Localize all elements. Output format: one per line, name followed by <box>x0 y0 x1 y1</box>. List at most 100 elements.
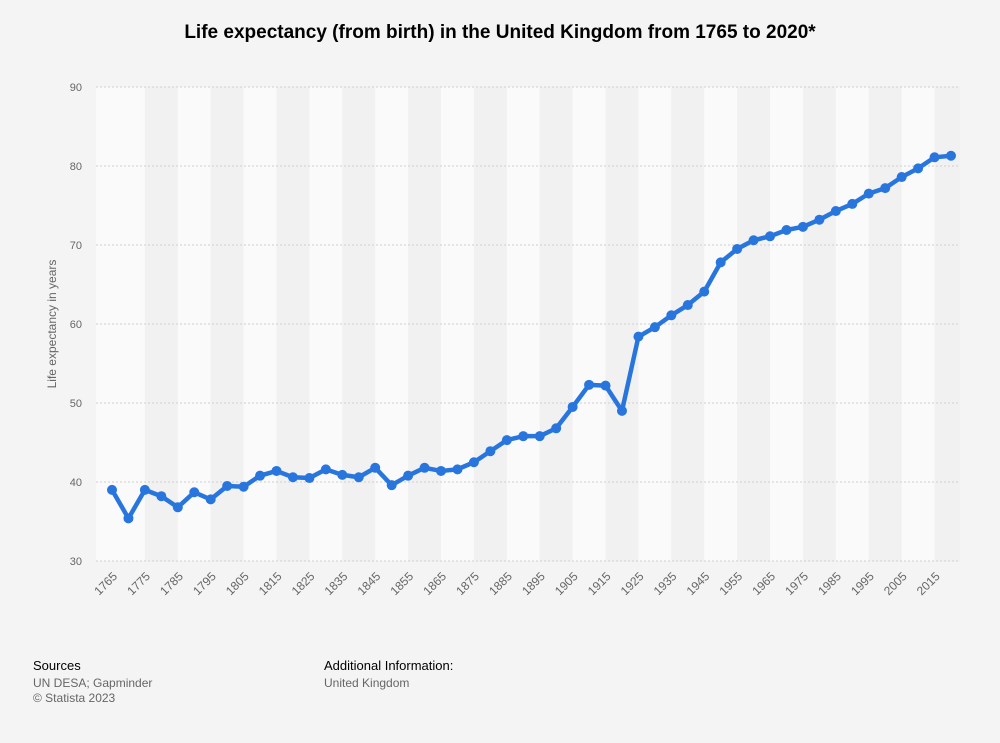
data-point <box>534 431 545 442</box>
data-point <box>929 152 940 163</box>
x-tick-label: 1795 <box>190 569 219 598</box>
data-point <box>139 484 150 495</box>
x-tick-label: 1875 <box>453 569 482 598</box>
data-point <box>436 465 447 476</box>
data-point <box>880 183 891 194</box>
data-point <box>765 231 776 242</box>
x-tick-label: 1805 <box>223 569 252 598</box>
data-point <box>123 513 134 524</box>
data-point <box>468 457 479 468</box>
data-point <box>287 472 298 483</box>
data-point <box>501 435 512 446</box>
x-tick-label: 1765 <box>91 569 120 598</box>
data-point <box>370 462 381 473</box>
data-point <box>304 473 315 484</box>
data-point <box>107 484 117 495</box>
data-point <box>600 380 611 391</box>
data-point <box>337 469 348 480</box>
x-tick-label: 1995 <box>848 569 877 598</box>
x-tick-label: 1885 <box>486 569 515 598</box>
background-band <box>770 87 803 561</box>
x-tick-label: 1785 <box>157 569 186 598</box>
source-line: UN DESA; Gapminder <box>33 676 153 690</box>
additional-info-label: Additional Information: <box>324 658 454 673</box>
data-point <box>551 423 562 434</box>
y-tick-label: 50 <box>70 398 82 410</box>
data-point <box>732 243 743 254</box>
x-tick-label: 1945 <box>684 569 713 598</box>
x-tick-label: 2015 <box>914 569 943 598</box>
copyright-line: © Statista 2023 <box>33 691 116 705</box>
data-point <box>584 379 595 390</box>
data-point <box>847 198 858 209</box>
data-point <box>830 206 841 217</box>
background-band <box>342 87 376 561</box>
y-tick-label: 60 <box>70 319 82 331</box>
x-tick-label: 1815 <box>256 569 285 598</box>
data-point <box>271 465 282 476</box>
y-tick-label: 80 <box>70 161 82 173</box>
x-tick-label: 2005 <box>881 569 910 598</box>
data-point <box>255 470 266 481</box>
y-tick-label: 90 <box>70 82 82 94</box>
data-point <box>715 257 726 268</box>
x-tick-label: 1835 <box>322 569 351 598</box>
data-point <box>189 487 200 498</box>
background-band <box>802 87 836 561</box>
x-tick-label: 1955 <box>716 569 745 598</box>
data-point <box>205 494 216 505</box>
x-tick-label: 1975 <box>782 569 811 598</box>
data-point <box>616 405 627 416</box>
data-point <box>156 491 167 502</box>
data-point <box>353 472 364 483</box>
y-axis-label: Life expectancy in years <box>45 260 59 389</box>
data-point <box>222 480 233 491</box>
data-point <box>797 221 808 232</box>
data-point <box>518 431 529 442</box>
x-tick-label: 1855 <box>387 569 416 598</box>
data-point <box>485 446 496 457</box>
x-tick-label: 1905 <box>552 569 581 598</box>
additional-info-value: United Kingdom <box>324 676 410 690</box>
data-point <box>896 172 907 183</box>
data-point <box>238 481 249 492</box>
x-tick-label: 1865 <box>420 569 449 598</box>
line-chart: 30 40 50 60 70 80 90 Life expectancy in years 17… <box>45 82 960 598</box>
y-tick-label: 70 <box>70 240 82 252</box>
chart-title: Life expectancy (from birth) in the Unit… <box>184 22 816 43</box>
data-point <box>913 163 924 174</box>
x-tick-label: 1845 <box>355 569 384 598</box>
data-point <box>649 322 660 333</box>
data-point <box>633 331 644 342</box>
data-point <box>403 470 414 481</box>
x-tick-label: 1915 <box>585 569 614 598</box>
data-point <box>863 188 874 199</box>
data-point <box>452 464 463 475</box>
background-band <box>506 87 540 561</box>
x-tick-label: 1985 <box>815 569 844 598</box>
background-band <box>934 87 960 561</box>
x-tick-label: 1935 <box>651 569 680 598</box>
data-point <box>666 310 677 321</box>
series-line <box>110 153 952 521</box>
data-point <box>320 464 331 475</box>
data-point <box>748 235 759 246</box>
x-tick-label: 1775 <box>124 569 153 598</box>
y-tick-label: 40 <box>70 477 82 489</box>
x-tick-label: 1825 <box>289 569 318 598</box>
data-point <box>567 401 578 412</box>
data-point <box>814 214 825 225</box>
sources-label: Sources <box>33 658 81 673</box>
data-point <box>419 462 430 473</box>
data-point <box>682 300 693 311</box>
data-point <box>946 150 956 161</box>
data-point <box>172 502 183 513</box>
data-point <box>699 286 710 297</box>
y-tick-label: 30 <box>70 556 82 568</box>
sources-block: Sources UN DESA; Gapminder © Statista 20… <box>33 658 152 706</box>
additional-info-block: Additional Information: United Kingdom <box>324 658 453 691</box>
x-tick-label: 1925 <box>618 569 647 598</box>
x-tick-label: 1965 <box>749 569 778 598</box>
x-tick-label: 1895 <box>519 569 548 598</box>
